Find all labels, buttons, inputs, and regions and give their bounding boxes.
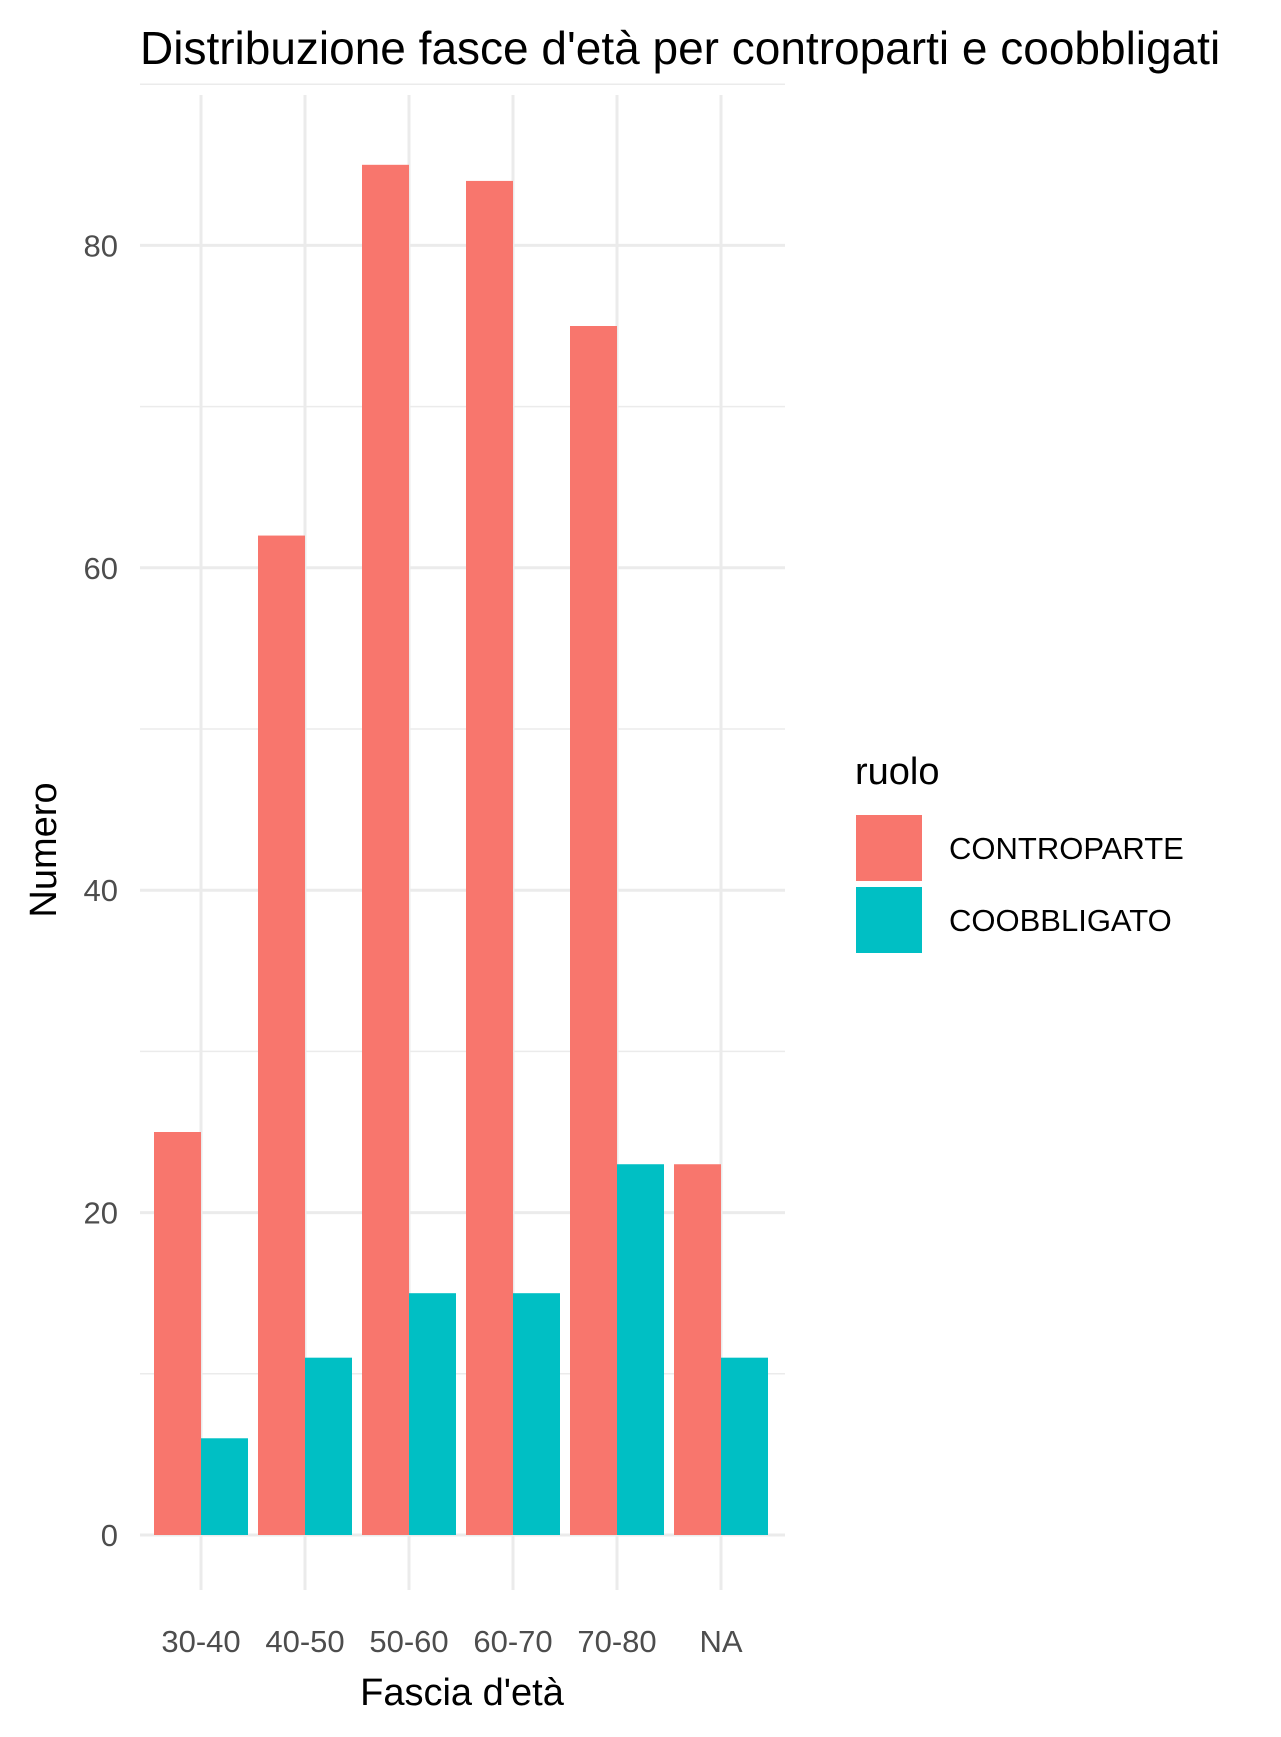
y-axis-ticks: 0 20 40 60 80 bbox=[84, 228, 118, 1553]
bar-controparte-70-80 bbox=[570, 326, 617, 1535]
legend-label-controparte: CONTROPARTE bbox=[949, 831, 1184, 866]
y-tick-label: 60 bbox=[84, 551, 118, 586]
y-tick-label: 20 bbox=[84, 1196, 118, 1231]
y-tick-label: 40 bbox=[84, 873, 118, 908]
x-tick-label: 30-40 bbox=[161, 1624, 240, 1659]
bar-controparte-60-70 bbox=[466, 180, 513, 1535]
x-tick-label: NA bbox=[699, 1624, 742, 1659]
bar-coobbligato-60-70 bbox=[513, 1293, 560, 1535]
bar-coobbligato-30-40 bbox=[201, 1438, 248, 1535]
bar-coobbligato-50-60 bbox=[409, 1293, 456, 1535]
bar-coobbligato-na bbox=[721, 1357, 768, 1535]
x-axis-ticks: 30-40 40-50 50-60 60-70 70-80 NA bbox=[161, 1624, 742, 1659]
bar-controparte-30-40 bbox=[154, 1132, 201, 1535]
chart-title: Distribuzione fasce d'età per contropart… bbox=[140, 22, 1220, 74]
bars bbox=[154, 164, 768, 1535]
legend-swatch-coobbligato bbox=[856, 887, 922, 953]
bar-coobbligato-40-50 bbox=[305, 1357, 352, 1535]
x-axis-title: Fascia d'età bbox=[360, 1672, 565, 1714]
bar-controparte-na bbox=[674, 1164, 721, 1535]
legend-label-coobbligato: COOBBLIGATO bbox=[949, 903, 1172, 938]
x-tick-label: 50-60 bbox=[369, 1624, 448, 1659]
legend-swatch-controparte bbox=[856, 815, 922, 881]
x-tick-label: 70-80 bbox=[577, 1624, 656, 1659]
bar-coobbligato-70-80 bbox=[617, 1164, 664, 1535]
bar-controparte-50-60 bbox=[362, 164, 409, 1535]
y-axis-title: Numero bbox=[23, 782, 65, 917]
x-tick-label: 40-50 bbox=[265, 1624, 344, 1659]
y-tick-label: 80 bbox=[84, 228, 118, 263]
y-tick-label: 0 bbox=[101, 1518, 118, 1553]
legend: ruolo CONTROPARTE COOBBLIGATO bbox=[855, 751, 1184, 953]
x-tick-label: 60-70 bbox=[473, 1624, 552, 1659]
bar-controparte-40-50 bbox=[258, 535, 305, 1535]
legend-title: ruolo bbox=[855, 751, 940, 793]
